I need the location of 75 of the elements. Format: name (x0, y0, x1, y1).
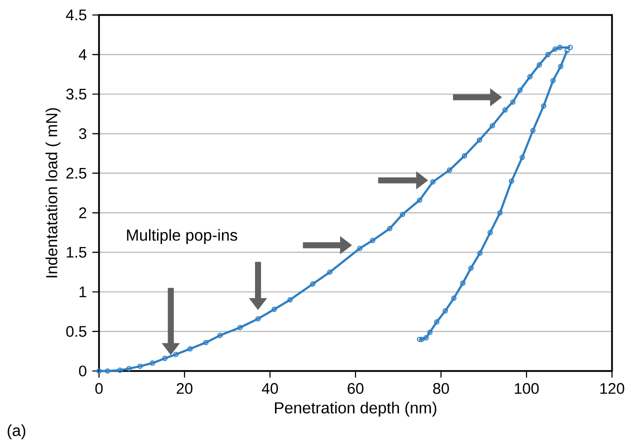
point (490, 123, 495, 128)
point (550, 78, 556, 84)
point (527, 74, 533, 80)
point (446, 167, 452, 173)
x-tick-label: 80 (433, 383, 449, 394)
point (530, 128, 536, 134)
point (476, 137, 482, 143)
point (96, 368, 102, 374)
point (387, 226, 392, 232)
point (255, 316, 261, 322)
point (117, 368, 123, 373)
point (400, 212, 406, 218)
point (488, 230, 493, 236)
y-tick-label: 0 (79, 366, 86, 376)
point (508, 178, 514, 184)
x-tick-label: 0 (95, 383, 103, 394)
x-tick-label: 120 (600, 383, 624, 394)
point (237, 324, 243, 330)
point (520, 154, 525, 160)
y-tick-label: 4 (78, 49, 87, 60)
y-tick-label: 1 (80, 286, 86, 298)
x-tick-label: 100 (514, 383, 539, 394)
point (567, 44, 573, 50)
point (442, 308, 448, 314)
point (430, 179, 436, 185)
point (126, 366, 132, 372)
point (416, 197, 422, 203)
point (310, 281, 316, 287)
point (558, 64, 564, 70)
point (545, 52, 551, 58)
annotation: Multiple pop-ins (127, 229, 238, 244)
x-tick-label: 60 (348, 383, 364, 394)
y-tick-label: 1.5 (66, 246, 86, 258)
point (370, 238, 376, 244)
point (357, 246, 362, 252)
y-axis-title: Indentatation load ( mN) (46, 108, 60, 278)
x-axis-title: Penetration depth (nm) (275, 402, 436, 417)
point (287, 297, 293, 302)
point (540, 103, 546, 109)
point (557, 44, 563, 50)
point (477, 250, 483, 256)
point (327, 269, 333, 275)
point (416, 336, 422, 342)
point (150, 360, 156, 366)
point (272, 306, 277, 312)
point (451, 296, 456, 301)
point (427, 330, 433, 335)
y-tick-label: 0.5 (66, 326, 86, 337)
x-tick-label: 20 (176, 383, 192, 394)
y-tick-label: 2 (79, 207, 86, 218)
y-tick-label: 3 (79, 128, 86, 140)
x-tick-label: 40 (262, 383, 278, 394)
point (552, 46, 558, 52)
point (497, 210, 503, 216)
point (137, 364, 143, 369)
text: (a) (8, 424, 26, 440)
point (104, 368, 110, 374)
point (203, 340, 209, 346)
point (460, 280, 466, 286)
point (462, 153, 468, 158)
point (536, 62, 542, 68)
point (502, 107, 508, 113)
point (468, 265, 474, 271)
point (162, 356, 168, 362)
y-tick-label: 4.5 (66, 10, 86, 20)
point (187, 346, 193, 352)
y-tick-label: 3.5 (66, 88, 86, 100)
point (419, 336, 424, 342)
point (423, 335, 429, 340)
point (510, 99, 516, 105)
point (217, 332, 223, 338)
point (173, 352, 179, 358)
point (517, 87, 523, 93)
y-tick-label: 2.5 (66, 168, 86, 179)
point (434, 319, 440, 325)
